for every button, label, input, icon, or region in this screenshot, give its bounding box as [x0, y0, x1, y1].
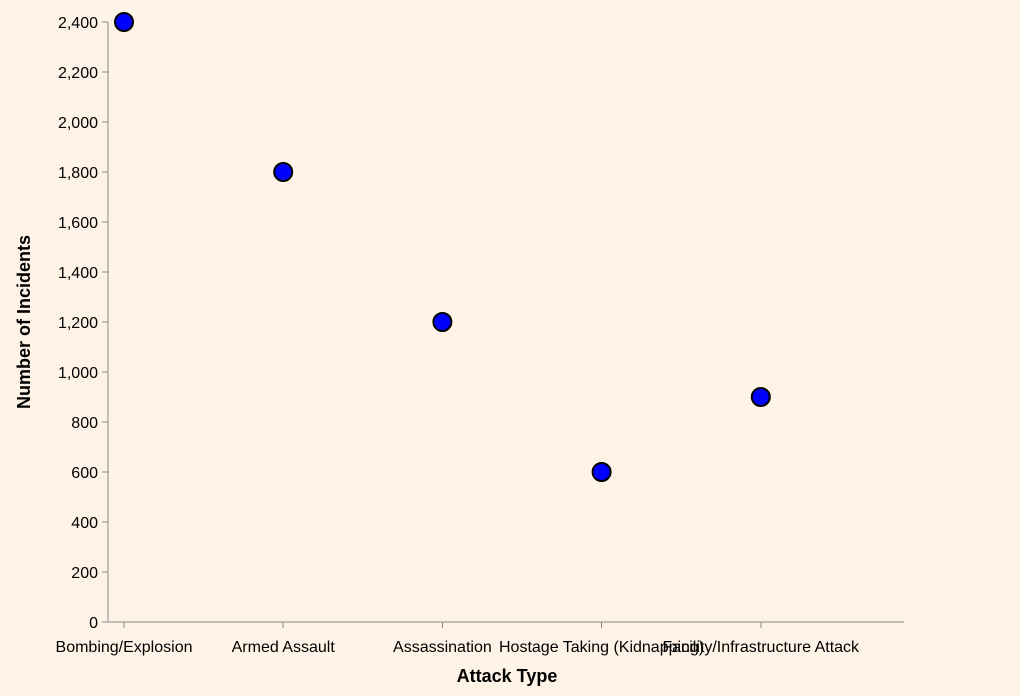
data-point[interactable] [591, 462, 612, 482]
y-tick-label: 1,600 [58, 215, 98, 232]
y-axis-title: Number of Incidents [14, 235, 34, 409]
data-point[interactable] [750, 387, 771, 407]
y-tick-label: 1,800 [58, 165, 98, 182]
y-tick-label: 800 [71, 415, 98, 432]
y-tick-label: 1,200 [58, 315, 98, 332]
x-tick-label: Bombing/Explosion [56, 639, 193, 656]
x-axis-title: Attack Type [457, 666, 558, 686]
data-points [114, 12, 771, 482]
data-point[interactable] [114, 12, 134, 32]
y-axis: 0 200 400 600 800 1,000 1,200 1,400 1,600 1,800 2,… [58, 15, 109, 632]
y-tick-label: 0 [89, 615, 98, 632]
data-point[interactable] [273, 162, 294, 182]
y-tick-label: 1,400 [58, 265, 98, 282]
x-tick-label: Assassination [393, 639, 492, 656]
y-tick-label: 2,200 [58, 65, 98, 82]
y-tick-label: 400 [71, 515, 98, 532]
data-point[interactable] [432, 312, 453, 332]
y-tick-label: 1,000 [58, 365, 98, 382]
y-tick-label: 600 [71, 465, 98, 482]
y-tick-label: 200 [71, 565, 98, 582]
y-tick-label: 2,000 [58, 115, 98, 132]
x-axis: Bombing/Explosion Armed Assault Assassinat… [56, 621, 904, 656]
x-tick-label: Armed Assault [232, 639, 336, 656]
y-tick-label: 2,400 [58, 15, 98, 32]
x-tick-label: Facility/Infrastructure Attack [663, 639, 861, 656]
x-tick-label: Hostage Taking (Kidnapping) [499, 639, 704, 656]
